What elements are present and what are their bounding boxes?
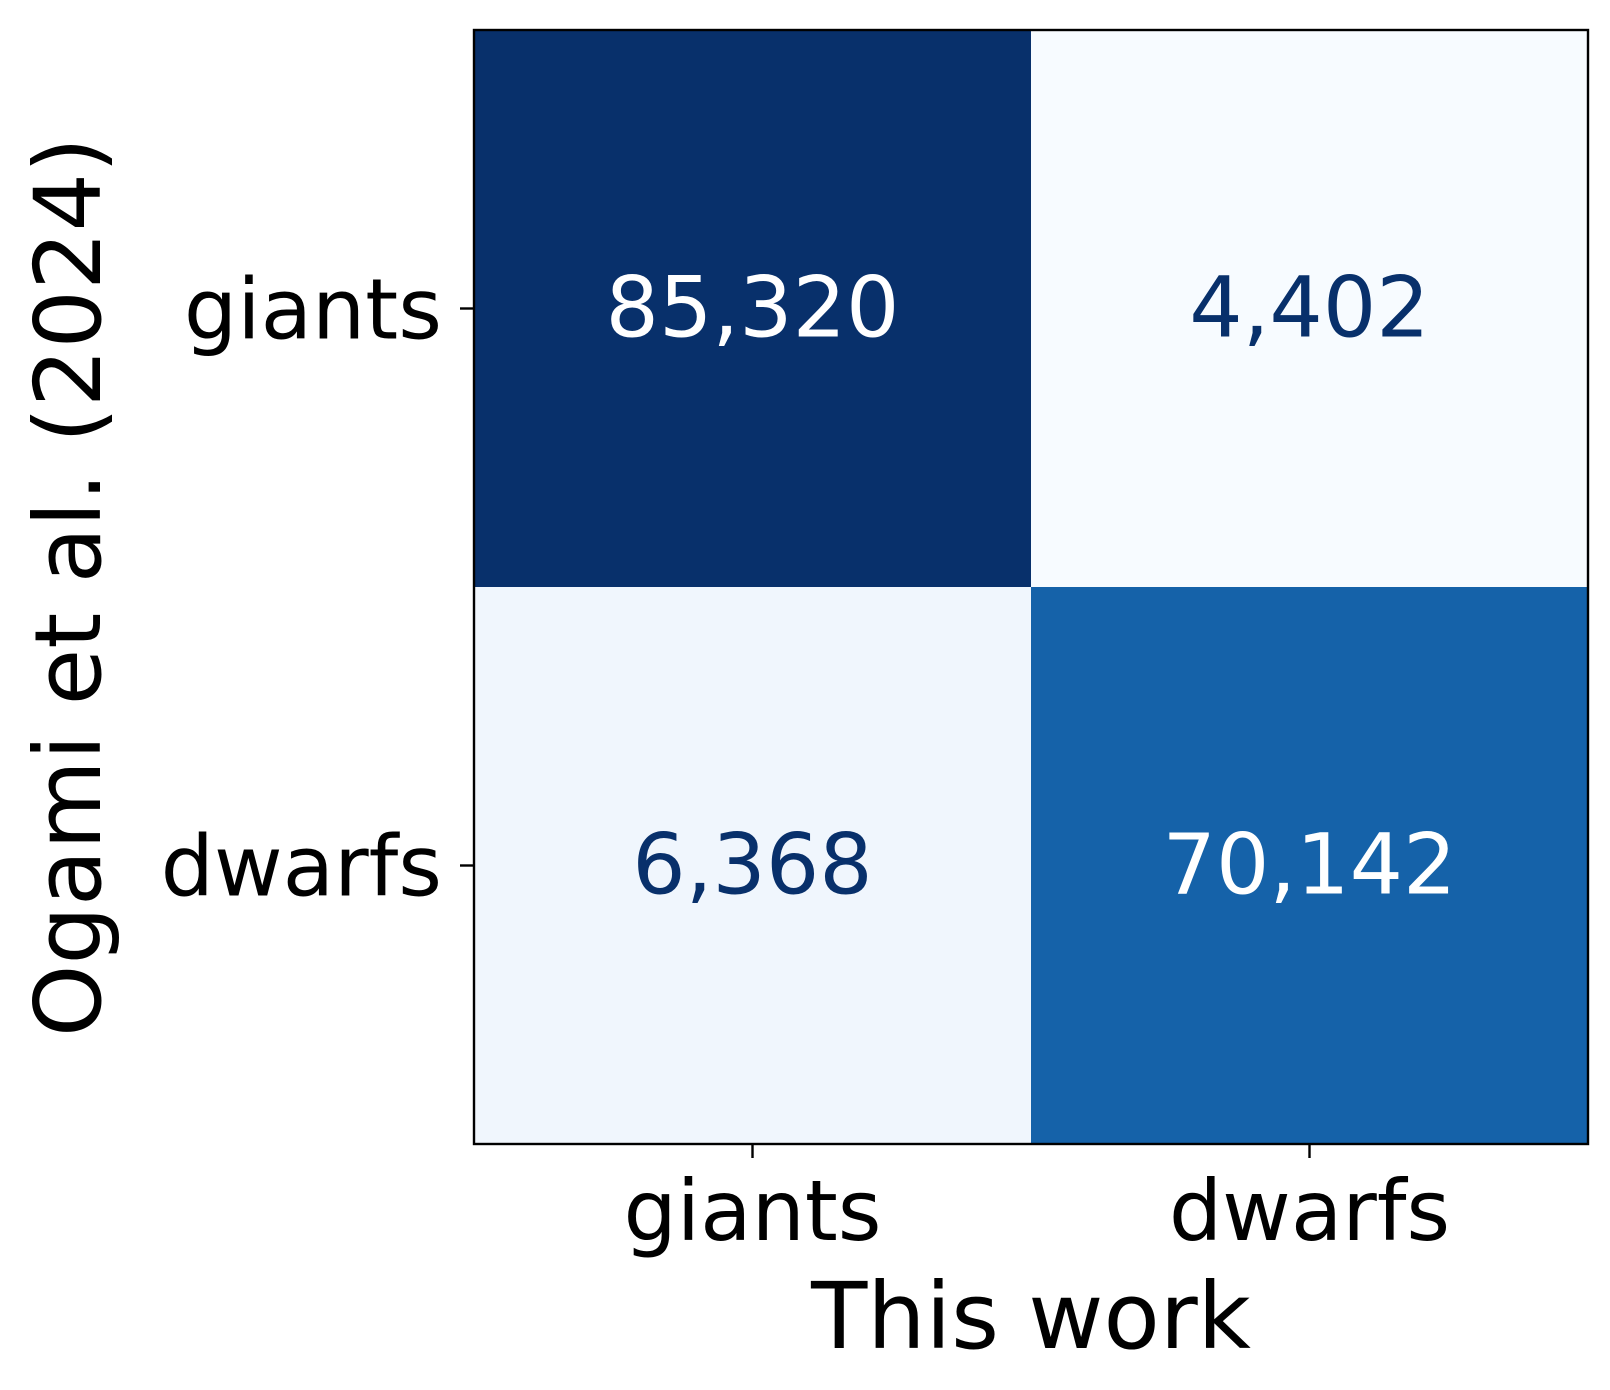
cell-label-dwarfs-dwarfs: 70,142: [1163, 816, 1457, 914]
heatmap-cell-dwarfs-giants: [474, 587, 1032, 1145]
plot-frame: [472, 28, 1590, 1146]
cell-value-labels: 85,320 4,402 6,368 70,142: [606, 259, 1457, 914]
cell-label-dwarfs-giants: 6,368: [632, 816, 872, 914]
heatmap-cell-dwarfs-dwarfs: [1031, 587, 1589, 1145]
cell-label-giants-dwarfs: 4,402: [1189, 259, 1429, 357]
y-axis-label: Ogami et al. (2024): [15, 137, 122, 1037]
tick-labels: giants dwarfs giants dwarfs: [161, 261, 1451, 1261]
y-tick-label-giants: giants: [184, 261, 442, 359]
x-tick-label-dwarfs: dwarfs: [1169, 1162, 1450, 1260]
x-tick-label-giants: giants: [623, 1162, 881, 1260]
cell-label-giants-giants: 85,320: [606, 259, 900, 357]
x-axis-label: This work: [810, 1263, 1252, 1370]
heatmap-cells: [474, 30, 1589, 1145]
y-tick-label-dwarfs: dwarfs: [161, 818, 442, 916]
heatmap-cell-giants-giants: [474, 30, 1032, 588]
axis-ticks: [460, 307, 1311, 1158]
heatmap-cell-giants-dwarfs: [1031, 30, 1589, 588]
